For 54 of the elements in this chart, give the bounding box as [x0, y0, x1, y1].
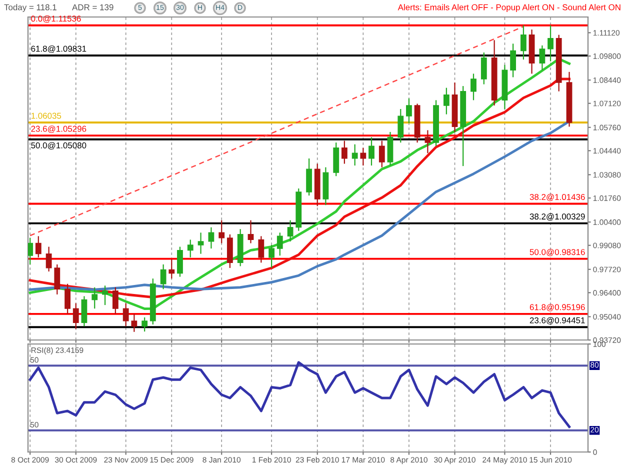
candlestick [187, 239, 194, 258]
ref-line-label: 1.06035 [31, 112, 62, 119]
candlestick [480, 52, 487, 85]
candlestick [81, 296, 88, 327]
candlestick [470, 73, 476, 101]
candlestick [443, 87, 450, 115]
candlestick [142, 316, 148, 332]
ref-line-label: 23.6@1.05296 [31, 126, 86, 133]
candlestick [424, 130, 431, 154]
candlestick [168, 258, 175, 280]
candlestick [54, 264, 60, 295]
candlestick [258, 236, 264, 264]
candlestick [160, 264, 166, 290]
candlestick [276, 232, 283, 256]
candlestick [510, 43, 516, 78]
candlestick [398, 108, 404, 144]
ref-line-label: 50.0@1.05080 [31, 142, 86, 150]
ref-line-label: 38.2@1.00329 [530, 213, 585, 221]
candlestick [35, 236, 42, 258]
candlestick [112, 286, 118, 314]
candlestick [306, 158, 312, 196]
ref-line-label: 50.0@0.98316 [530, 248, 585, 256]
candlestick [218, 220, 225, 244]
candlestick [368, 136, 374, 166]
candlestick [72, 302, 79, 330]
candlestick [268, 244, 275, 269]
text: Alerts: Emails Alert OFF - Popup Alert ON - Sound Alert ON [398, 4, 620, 12]
candlestick [122, 302, 129, 327]
text: ADR = 139 [72, 4, 114, 10]
ref-line-label: 23.6@0.94451 [530, 317, 585, 324]
candlestick [198, 232, 204, 254]
candlestick [131, 313, 138, 332]
candlestick [248, 220, 254, 244]
ref-line-label: 61.8@1.09831 [31, 46, 86, 53]
candlestick [341, 140, 348, 164]
candlestick [378, 140, 385, 168]
candlestick [102, 285, 108, 306]
ref-line-label: 0.0@1.11536 [31, 15, 81, 23]
candlestick [177, 246, 183, 278]
candlestick [406, 98, 412, 124]
candlestick [548, 24, 554, 62]
candlestick [539, 44, 546, 71]
candlestick [46, 246, 52, 272]
candlestick [352, 144, 358, 166]
candlestick [520, 24, 526, 60]
candlestick [64, 283, 71, 314]
candlestick [92, 286, 98, 310]
candlestick [287, 220, 294, 242]
candlestick [28, 237, 34, 265]
ref-line-label: 38.2@1.01436 [530, 194, 585, 202]
candlestick [208, 226, 214, 250]
candlestick [360, 147, 366, 166]
text: Today = 118.1 [4, 4, 56, 12]
ref-line-label: 61.8@0.95196 [530, 304, 585, 312]
